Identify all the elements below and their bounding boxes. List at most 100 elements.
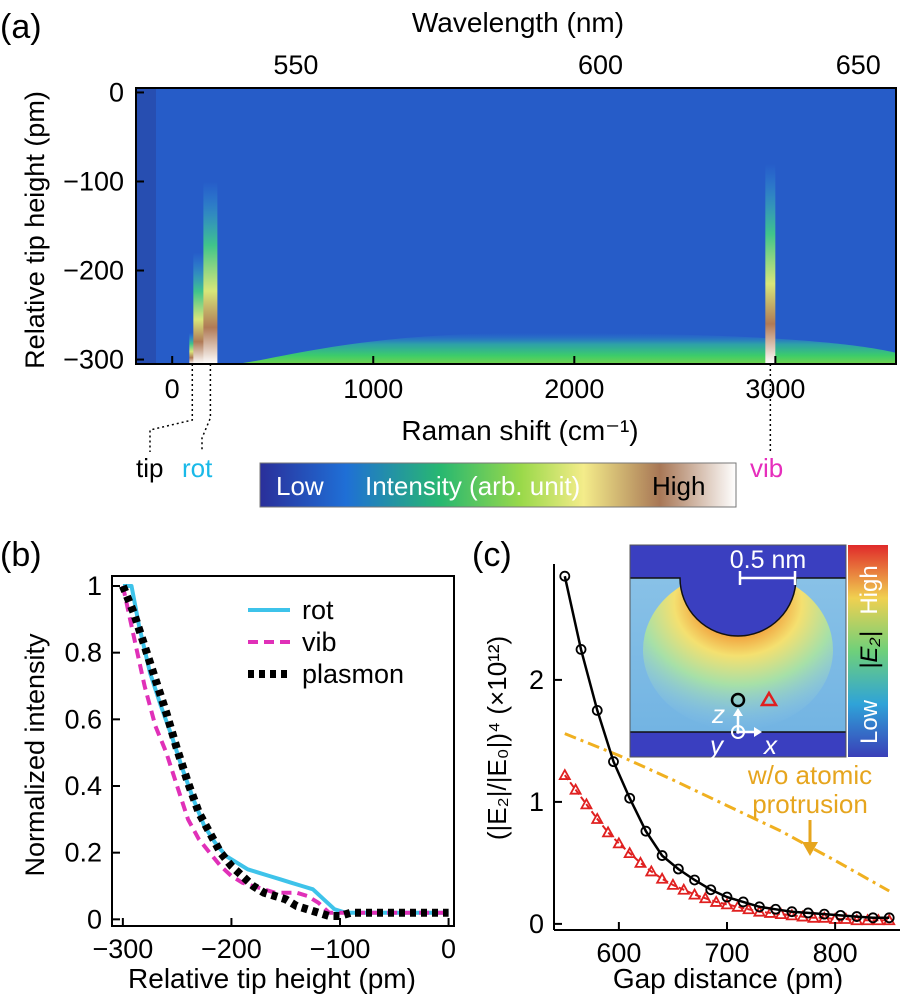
red-triangle-point	[677, 882, 691, 895]
black-circle-point	[770, 903, 782, 915]
probe-point-triangle	[759, 690, 779, 707]
red-triangle-point	[709, 895, 723, 907]
b-y-tick-label: 0.2	[64, 838, 102, 868]
b-y-tick-label: 0	[87, 904, 102, 934]
panel-c-x-label: Gap distance (pm)	[613, 963, 843, 994]
red-triangle-point	[666, 878, 680, 890]
red-triangle-point	[569, 782, 583, 795]
series-plasmon	[119, 584, 449, 920]
panel-b-series	[119, 584, 449, 920]
a-top-tick-label: 650	[836, 50, 881, 80]
panel-a-frame	[135, 87, 897, 365]
legend-label-plasmon: plasmon	[302, 659, 404, 689]
black-circle-point	[867, 912, 879, 924]
scalebar-label: 0.5 nm	[730, 546, 806, 574]
c-x-tick-label: 700	[704, 938, 749, 968]
black-circle-point	[624, 792, 636, 804]
a-top-tick-label: 550	[273, 50, 318, 80]
panel-b-y-label: Normalized intensity	[20, 633, 50, 877]
axis-triad	[731, 708, 762, 739]
black-circle-point	[786, 906, 798, 918]
black-circle-point	[705, 884, 717, 896]
panel-b-frame	[111, 575, 455, 927]
black-circle-point	[754, 901, 765, 913]
probe-point-circle	[730, 692, 746, 708]
black-circle-point	[818, 908, 830, 920]
c-y-tick-label: 2	[529, 665, 544, 695]
peak-label-vib: vib	[750, 453, 783, 483]
series-vib	[120, 585, 449, 915]
axis-y-label: y	[708, 730, 725, 760]
axis-z-label: z	[711, 699, 725, 729]
red-triangle-point	[655, 871, 669, 884]
inset-colorbar-high: High	[856, 565, 883, 614]
scalebar	[738, 571, 797, 585]
b-x-tick-label: −100	[310, 934, 371, 964]
colorbar-low-label: Low	[276, 471, 324, 501]
guide-tip	[149, 364, 194, 452]
red-triangle-point	[882, 913, 896, 926]
red-triangle-point	[601, 825, 615, 838]
panel-a-colorbar	[259, 462, 737, 508]
red-triangle-point	[871, 913, 885, 926]
axis-x-label: x	[762, 730, 778, 760]
panel-c-y-label: (|E₂|/|E₀|)⁴ (×10¹²)	[482, 636, 512, 840]
c-x-tick-label: 600	[596, 938, 641, 968]
plasmon-band	[202, 332, 896, 364]
panel-a-y-ticks: 0 −100 −200 −300	[63, 77, 144, 375]
b-y-tick-label: 0.8	[64, 638, 102, 668]
peak-label-tip: tip	[136, 453, 163, 483]
panel-b-legend: rot vib plasmon	[248, 595, 404, 689]
inset-colorbar	[848, 545, 888, 757]
black-circle-point	[802, 907, 814, 919]
black-circle-point	[559, 570, 571, 582]
black-circle-point	[721, 891, 733, 903]
a-y-tick-label: −100	[63, 166, 124, 196]
rot-streak-1	[193, 252, 206, 364]
panel-a-label: (a)	[0, 8, 42, 46]
panel-c-inset: 0.5 nm z y x High |E₂| Low	[629, 544, 888, 760]
b-y-tick-label: 0.4	[64, 771, 102, 801]
panel-b-label: (b)	[0, 536, 42, 574]
panel-a-x-ticks: 0 1000 2000 3000	[165, 356, 805, 404]
black-circle-point	[591, 705, 603, 716]
a-x-tick-label: 2000	[544, 374, 604, 404]
red-triangle-point	[633, 856, 648, 868]
panel-c-series	[558, 570, 896, 926]
red-triangle-point	[644, 864, 658, 877]
black-circle-point	[851, 911, 863, 922]
a-y-tick-label: −300	[63, 345, 124, 375]
panel-a-x-label: Raman shift (cm⁻¹)	[401, 415, 638, 446]
black-circle-point	[608, 756, 619, 768]
peak-label-rot: rot	[182, 453, 213, 483]
panel-b-y-ticks: 0 0.2 0.4 0.6 0.8 1	[64, 571, 120, 934]
black-circle-point	[656, 850, 668, 861]
red-triangle-point	[720, 897, 734, 910]
b-y-tick-label: 0.6	[64, 704, 102, 734]
b-x-tick-label: −200	[201, 934, 262, 964]
b-y-tick-label: 1	[87, 571, 102, 601]
colorbar-high-label: High	[652, 471, 705, 501]
red-triangle-point	[558, 768, 572, 780]
panel-a-top-axis-label: Wavelength (nm)	[412, 7, 624, 38]
red-triangle-point	[590, 812, 604, 824]
vib-streak	[765, 163, 776, 364]
a-x-tick-label: 0	[165, 374, 180, 404]
a-top-tick-label: 600	[578, 50, 623, 80]
legend-label-rot: rot	[302, 595, 334, 625]
series-black-line	[563, 575, 890, 920]
c-y-tick-label: 0	[529, 909, 544, 939]
b-x-tick-label: −300	[92, 934, 153, 964]
annotation-line-1: w/o atomic	[747, 760, 872, 790]
panel-b-x-ticks: −300 −200 −100 0	[92, 918, 456, 964]
red-triangle-point	[698, 891, 712, 904]
series-rot	[122, 584, 449, 915]
panel-a-heatmap	[136, 88, 896, 364]
a-y-tick-label: −200	[63, 256, 124, 286]
c-y-tick-label: 1	[529, 787, 544, 817]
red-triangle-point	[623, 846, 637, 859]
red-triangle-point	[579, 797, 593, 810]
panel-c-x-ticks: 600 700 800	[596, 922, 858, 968]
red-triangle-point	[688, 887, 702, 900]
b-x-tick-label: 0	[441, 934, 456, 964]
